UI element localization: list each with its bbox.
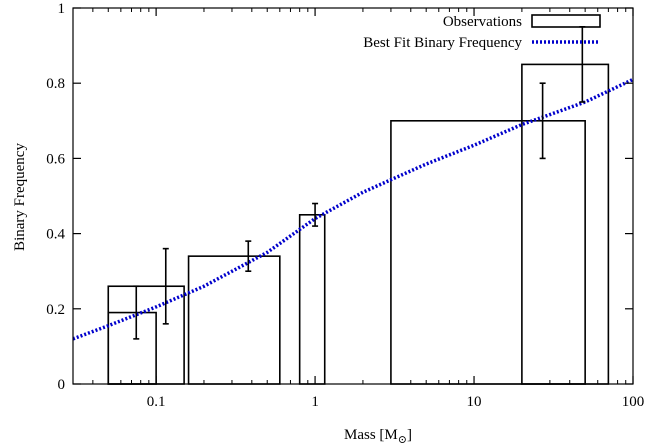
y-tick-label-2: 0.4 [46,227,65,243]
error-bar-1 [133,285,140,340]
plot-frame [72,7,634,385]
bar-4 [390,120,586,385]
y-tick-label-4: 0.8 [46,76,65,92]
y-tick-label-0: 0 [58,377,66,393]
error-bar-0 [162,247,169,325]
legend-swatch-observations [531,14,601,28]
legend-label-best-fit: Best Fit Binary Frequency [363,35,522,51]
y-tick-label-1: 0.2 [46,302,65,318]
bar-2 [187,255,281,385]
x-tick-label-0: 0.1 [147,394,166,410]
y-tick-label-3: 0.6 [46,151,65,167]
x-tick-label-2: 10 [467,394,482,410]
y-tick-label-5: 1 [58,1,66,17]
error-bar-2 [245,240,252,273]
best-fit-line [73,77,633,341]
bar-5 [521,63,610,385]
error-bar-4 [539,82,546,160]
x-tick-label-3: 100 [622,394,645,410]
error-bar-3 [312,202,319,227]
axes: 0 0.2 0.4 0.6 0.8 1 0.1 1 10 100 [46,1,644,410]
legend-entry-best-fit: Best Fit Binary Frequency [363,35,600,51]
legend-label-observations: Observations [443,14,522,30]
x-tick-label-1: 1 [311,394,319,410]
legend-entry-observations: Observations [443,14,601,30]
x-axis-label: Mass [M⊙] [344,427,412,446]
x-axis-label-subscript: ⊙ [398,434,407,446]
plot-area [73,25,633,385]
legend: Observations Best Fit Binary Frequency [363,14,601,51]
bar-3 [298,214,326,385]
bar-0 [107,285,185,385]
y-axis-label: Binary Frequency [12,143,28,251]
